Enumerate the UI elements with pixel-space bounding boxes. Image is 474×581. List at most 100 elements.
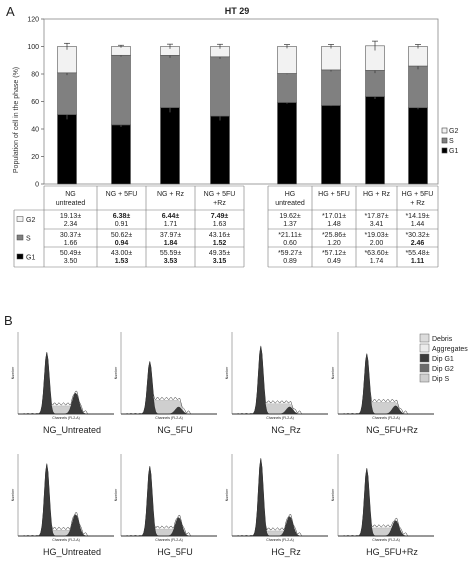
histogram-outline xyxy=(121,466,217,537)
histogram-label: NG_Rz xyxy=(271,425,301,435)
y-tick-label: 0 xyxy=(35,182,39,189)
table-cell-value: 19.13± xyxy=(60,213,82,220)
panel-a-letter: A xyxy=(6,4,15,19)
bar-s xyxy=(277,73,297,103)
histogram-s-phase xyxy=(338,527,434,537)
histogram-panel: Number Channels (FL2-A) xyxy=(331,454,434,542)
histogram-y-label: Number xyxy=(114,366,118,379)
table-cell-sd: 3.53 xyxy=(164,258,178,265)
table-cell-value: *30.32± xyxy=(405,232,429,239)
histogram-s-phase xyxy=(338,402,434,415)
row-label-g2: G2 xyxy=(26,217,35,224)
table-cell-value: 49.35± xyxy=(209,250,231,257)
row-swatch-g2 xyxy=(16,216,24,222)
column-header: untreated xyxy=(56,200,86,207)
legend-swatch-g2 xyxy=(441,127,448,134)
histogram-label: HG_Rz xyxy=(271,547,301,557)
histogram-g1-peak xyxy=(232,458,328,537)
y-tick-label: 120 xyxy=(27,17,39,24)
y-tick-label: 100 xyxy=(27,44,39,51)
histogram-outline xyxy=(18,352,114,415)
column-header: untreated xyxy=(275,200,305,207)
bar-s xyxy=(111,54,131,126)
histogram-panel: Number Channels (FL2-A) xyxy=(11,454,114,542)
histogram-panel: Number Channels (FL2-A) xyxy=(331,332,434,420)
table-cell-sd: 1.48 xyxy=(327,221,341,228)
legend-label-s: S xyxy=(449,138,454,145)
table-cell-value: 6.38± xyxy=(113,213,131,220)
table-cell-value: *14.19± xyxy=(405,213,429,220)
legend-swatch xyxy=(419,343,430,353)
table-cell-sd: 1.52 xyxy=(213,240,227,247)
histogram-x-label: Channels (FL2-A) xyxy=(266,538,294,542)
chart-title: HT 29 xyxy=(225,6,250,16)
table-cell-sd: 1.53 xyxy=(115,258,129,265)
bar-g1 xyxy=(408,107,428,185)
histogram-x-label: Channels (FL2-A) xyxy=(266,416,294,420)
bar-g1 xyxy=(111,124,131,185)
table-cell-value: 43.00± xyxy=(111,250,133,257)
histogram-y-label: Number xyxy=(11,488,15,501)
column-header: HG + 5FU xyxy=(402,191,434,198)
y-axis-label: Population of cell in the phase (%) xyxy=(13,67,20,173)
row-swatch-g1 xyxy=(16,253,24,260)
table-cell-sd: 2.34 xyxy=(64,221,78,228)
column-header: HG + 5FU xyxy=(318,191,350,198)
histogram-g1-peak xyxy=(121,466,217,537)
histogram-legend: Debris Aggregates Dip G1 Dip G2 Dip S xyxy=(419,333,468,383)
histogram-label: HG_5FU+Rz xyxy=(366,547,418,557)
table-cell-sd: 0.91 xyxy=(115,221,129,228)
table-cell-sd: 3.41 xyxy=(370,221,384,228)
table-cell-sd: 1.71 xyxy=(164,221,178,228)
bar-g2 xyxy=(111,46,131,56)
column-header: NG + Rz xyxy=(157,191,185,198)
histogram-outline xyxy=(338,468,434,537)
chart-axes: 0 20 40 60 80 100 120 xyxy=(27,17,439,189)
histogram-outline xyxy=(338,353,434,415)
chart-legend: G2 S G1 xyxy=(441,127,458,155)
histogram-y-label: Number xyxy=(225,488,229,501)
bar-g1 xyxy=(57,114,77,185)
table-cell-sd: 0.89 xyxy=(283,258,297,265)
histogram-panel: Number Channels (FL2-A) xyxy=(114,332,217,420)
column-header: NG xyxy=(65,191,76,198)
legend-swatch xyxy=(419,353,430,363)
histogram-label: HG_5FU xyxy=(157,547,193,557)
histogram-s-phase xyxy=(18,405,114,415)
table-cell-value: 30.37± xyxy=(60,232,82,239)
legend-swatch xyxy=(419,373,430,383)
histogram-panel: Number Channels (FL2-A) xyxy=(114,454,217,542)
table-cell-value: *59.27± xyxy=(278,250,302,257)
histogram-g1-peak xyxy=(338,468,434,537)
bar-g1 xyxy=(277,102,297,185)
histogram-outline xyxy=(121,361,217,415)
bar-s xyxy=(57,72,77,115)
bar-g1 xyxy=(365,96,385,185)
bar-s xyxy=(160,55,180,108)
table-cell-value: *55.48± xyxy=(405,250,429,257)
histogram-outline xyxy=(232,458,328,537)
table-cell-value: 50.62± xyxy=(111,232,133,239)
table-cell-value: 37.97± xyxy=(160,232,182,239)
histogram-x-label: Channels (FL2-A) xyxy=(372,416,400,420)
y-tick-label: 60 xyxy=(31,99,39,106)
legend-label: Dip G2 xyxy=(432,366,454,373)
table-cell-value: 50.49± xyxy=(60,250,82,257)
table-cell-value: 55.59± xyxy=(160,250,182,257)
table-cell-sd: 1.20 xyxy=(327,240,341,247)
table-cell-value: 6.44± xyxy=(162,213,180,220)
histogram-s-phase xyxy=(121,400,217,415)
table-cell-value: *63.60± xyxy=(364,250,388,257)
histogram-x-label: Channels (FL2-A) xyxy=(155,416,183,420)
table-cell-value: *17.01± xyxy=(322,213,346,220)
bar-g2 xyxy=(277,46,297,74)
histogram-y-label: Number xyxy=(331,488,335,501)
legend-swatch xyxy=(419,363,430,373)
bar-s xyxy=(210,56,230,117)
table-cell-sd: 3.15 xyxy=(213,258,227,265)
table-cell-value: *19.03± xyxy=(364,232,388,239)
row-label-s: S xyxy=(26,236,31,243)
histogram-label: NG_5FU xyxy=(157,425,193,435)
histogram-label: NG_Untreated xyxy=(43,425,101,435)
